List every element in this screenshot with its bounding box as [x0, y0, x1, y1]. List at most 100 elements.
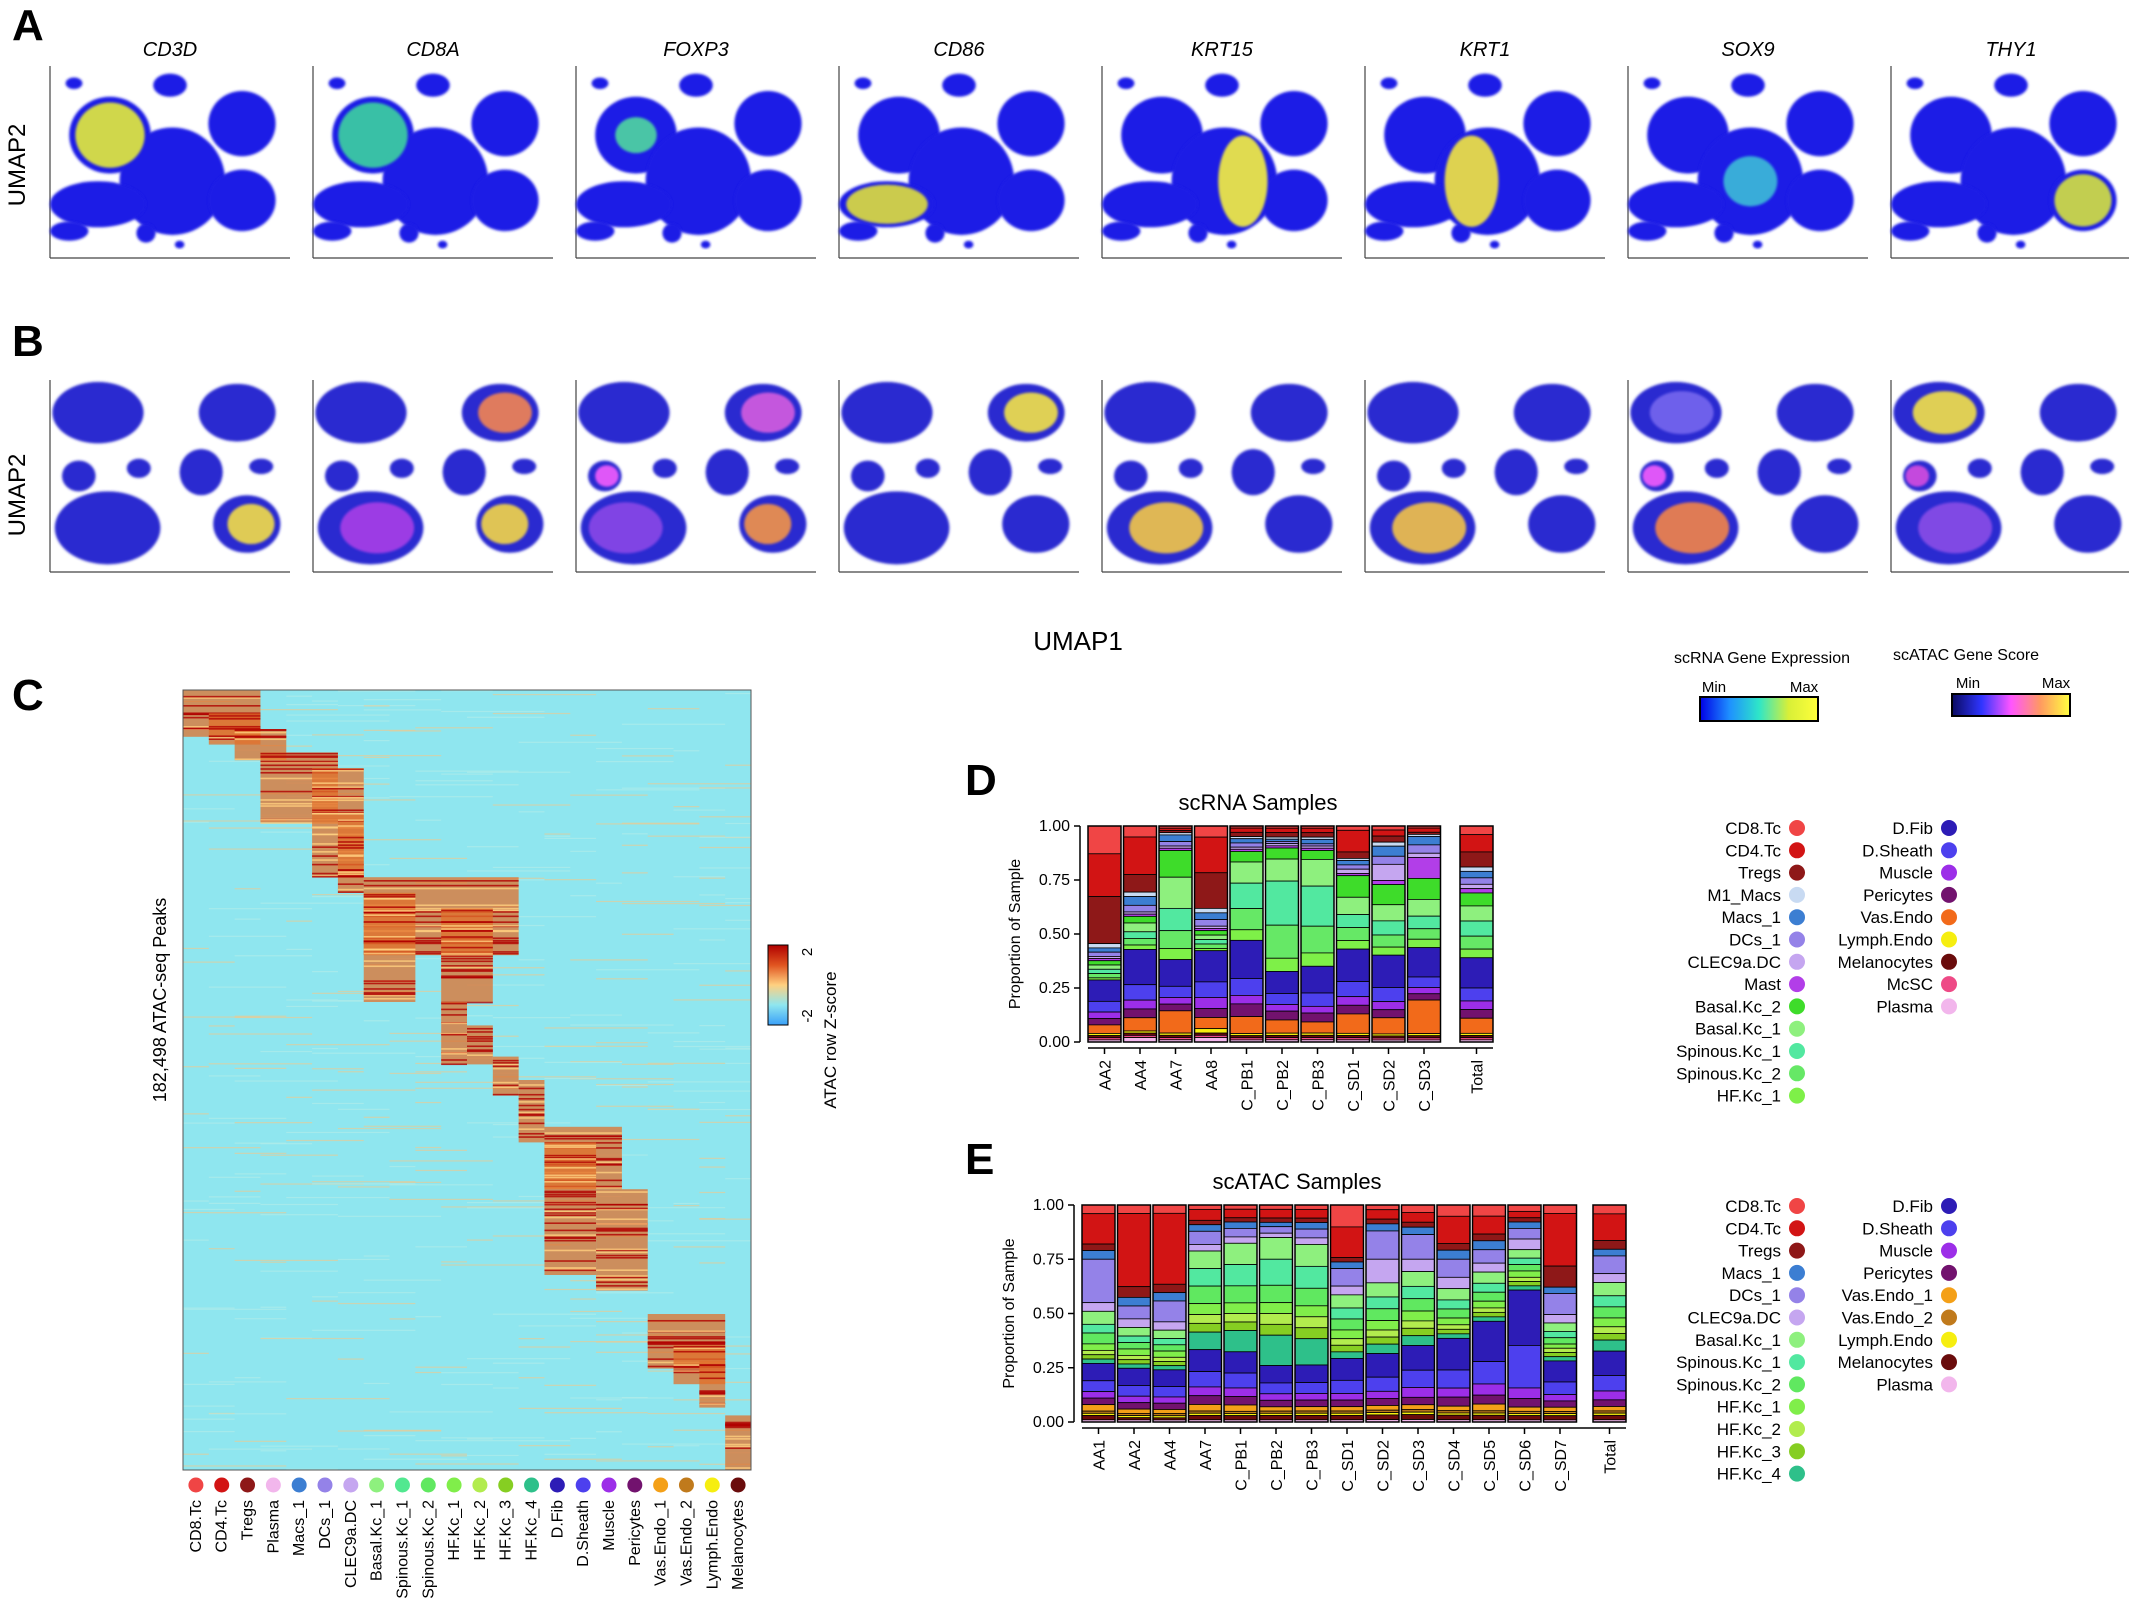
bar-segment	[1336, 851, 1370, 859]
bar-segment	[1123, 1008, 1157, 1019]
bar-segment	[1371, 884, 1406, 906]
heatmap-column-label: DCs_1	[317, 1500, 334, 1549]
bar-segment	[1436, 1324, 1471, 1330]
bar-segment	[1152, 1369, 1187, 1387]
bar-segment	[1459, 892, 1494, 907]
bar-segment	[1365, 1320, 1400, 1331]
bar-segment	[1436, 1276, 1471, 1290]
bar-segment	[1371, 1009, 1406, 1019]
bar-segment	[1543, 1337, 1577, 1345]
bar-segment	[1117, 1335, 1151, 1343]
bar-segment	[1401, 1221, 1435, 1228]
bar-segment	[1152, 1329, 1187, 1339]
bar-segment	[1152, 1344, 1187, 1352]
bar-segment	[1507, 1270, 1542, 1278]
bar-segment	[1223, 1387, 1258, 1397]
bar-segment	[1229, 939, 1264, 979]
bar-segment	[1401, 1396, 1435, 1406]
bar-segment	[1371, 946, 1406, 956]
bar-segment	[1117, 1359, 1151, 1365]
bar-segment	[1229, 827, 1264, 833]
bar-segment	[1401, 1335, 1435, 1346]
bar-segment	[1152, 1204, 1187, 1214]
bar-segment	[1365, 1390, 1400, 1399]
legend-dot	[1789, 1242, 1805, 1259]
bar-segment	[1259, 1334, 1293, 1366]
bar-segment	[1229, 838, 1264, 844]
umap-rna-panel	[575, 66, 816, 259]
legend-dot	[1941, 1242, 1957, 1259]
bar-segment	[1223, 1208, 1258, 1219]
heatmap-column-dot	[575, 1477, 591, 1493]
panel-letter-e: E	[965, 1135, 994, 1184]
bar-segment	[1081, 1415, 1116, 1421]
heatmap-column-label: HF.Kc_2	[472, 1500, 489, 1561]
bar-segment	[1543, 1360, 1577, 1383]
bar-segment	[1259, 1232, 1293, 1238]
bar-segment	[1459, 825, 1494, 836]
heatmap-column-dot	[240, 1477, 256, 1493]
bar-segment	[1158, 1003, 1193, 1012]
bar-segment	[1081, 1250, 1116, 1260]
gene-label: THY1	[1985, 39, 2036, 61]
heatmap-column-label: Pericytes	[627, 1500, 644, 1566]
bar-segment	[1194, 950, 1228, 983]
bar-segment	[1259, 1382, 1293, 1395]
heatmap-column-label: CD8.Tc	[188, 1500, 205, 1552]
bar-segment	[1123, 891, 1157, 897]
heatmap-column-dot	[420, 1477, 436, 1493]
bar-segment	[1300, 965, 1335, 994]
bar-segment	[1365, 1414, 1400, 1421]
bar-segment	[1330, 1406, 1364, 1412]
bar-segment	[1436, 1337, 1471, 1371]
bar-segment	[1401, 1234, 1435, 1260]
bar-segment	[1081, 1354, 1116, 1360]
bar-segment	[1401, 1226, 1435, 1235]
legend-label: CD8.Tc	[1725, 819, 1781, 838]
bar-segment	[1265, 1004, 1299, 1012]
chart-x-tick: Total	[1470, 1060, 1487, 1094]
bar-segment	[1294, 1208, 1329, 1219]
bar-segment	[1223, 1372, 1258, 1389]
bar-segment	[1123, 944, 1157, 950]
bar-segment	[1259, 1302, 1293, 1314]
bar-segment	[1336, 868, 1370, 874]
bar-segment	[1459, 905, 1494, 922]
legend-label: CD8.Tc	[1725, 1197, 1781, 1216]
bar-segment	[1336, 948, 1370, 982]
chart-y-tick: 1.00	[1033, 1197, 1064, 1214]
bar-segment	[1330, 1294, 1364, 1309]
legend-label: Basal.Kc_1	[1695, 1020, 1781, 1039]
bar-segment	[1592, 1204, 1627, 1215]
bar-segment	[1087, 947, 1122, 953]
bar-segment	[1436, 1249, 1471, 1260]
bar-segment	[1330, 1344, 1364, 1353]
bar-segment	[1194, 981, 1228, 998]
chart-title: scRNA Samples	[1179, 790, 1338, 815]
chart-x-tick: AA1	[1092, 1440, 1109, 1470]
heatmap-column-label: CLEC9a.DC	[343, 1500, 360, 1588]
bar-segment	[1336, 914, 1370, 928]
bar-segment	[1123, 931, 1157, 939]
legend-dot	[1789, 1220, 1805, 1237]
bar-segment	[1371, 1017, 1406, 1035]
legend-dot	[1941, 909, 1957, 926]
legend-dot	[1789, 1043, 1805, 1059]
bar-segment	[1158, 907, 1193, 932]
legend-dot	[1789, 1065, 1805, 1082]
bar-segment	[1188, 1331, 1222, 1351]
heatmap: CD8.Tc CD4.Tc Tregs Plasma Macs_1 DCs_1 CLEC9a…	[182, 689, 752, 1599]
bar-segment	[1472, 1282, 1506, 1293]
chart-y-tick: 1.00	[1039, 818, 1070, 835]
bar-segment	[1087, 943, 1122, 949]
bar-segment	[1592, 1248, 1627, 1257]
bar-segment	[1365, 1376, 1400, 1392]
bar-segment	[1087, 896, 1122, 945]
bar-segment	[1294, 1305, 1329, 1318]
bar-segment	[1330, 1226, 1364, 1259]
bar-segment	[1407, 878, 1441, 900]
bar-segment	[1123, 915, 1157, 924]
bar-segment	[1436, 1369, 1471, 1389]
bar-segment	[1401, 1285, 1435, 1300]
